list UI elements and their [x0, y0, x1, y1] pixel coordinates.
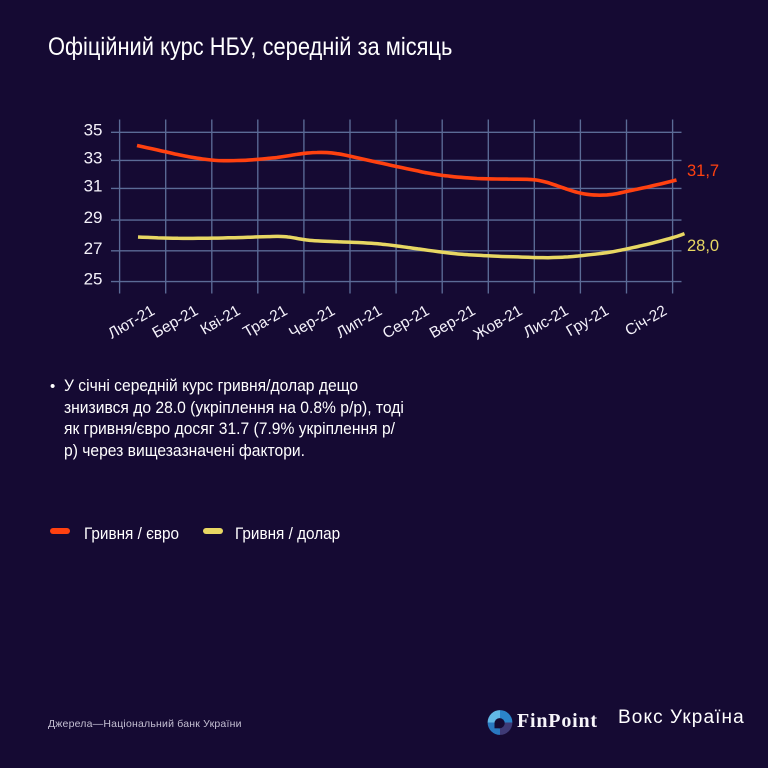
svg-text:28,0: 28,0 — [687, 237, 719, 255]
svg-text:Чер-21: Чер-21 — [286, 302, 338, 342]
svg-text:Жов-21: Жов-21 — [471, 302, 526, 343]
svg-text:Гру-21: Гру-21 — [563, 302, 611, 340]
svg-text:27: 27 — [84, 239, 103, 258]
svg-text:35: 35 — [84, 120, 103, 139]
svg-text:Бер-21: Бер-21 — [150, 302, 202, 342]
svg-text:Лип-21: Лип-21 — [334, 302, 385, 342]
svg-text:31: 31 — [84, 176, 103, 195]
svg-text:33: 33 — [84, 148, 103, 167]
svg-text:Січ-22: Січ-22 — [622, 302, 670, 339]
svg-text:Кві-21: Кві-21 — [198, 302, 244, 338]
svg-text:25: 25 — [84, 270, 103, 289]
svg-text:Тра-21: Тра-21 — [240, 302, 290, 341]
svg-text:Сер-21: Сер-21 — [380, 302, 433, 342]
svg-text:31,7: 31,7 — [687, 162, 719, 180]
svg-text:Лют-21: Лют-21 — [105, 302, 158, 342]
svg-text:Лис-21: Лис-21 — [521, 302, 572, 341]
svg-text:29: 29 — [84, 208, 103, 227]
svg-text:Вер-21: Вер-21 — [427, 302, 479, 342]
